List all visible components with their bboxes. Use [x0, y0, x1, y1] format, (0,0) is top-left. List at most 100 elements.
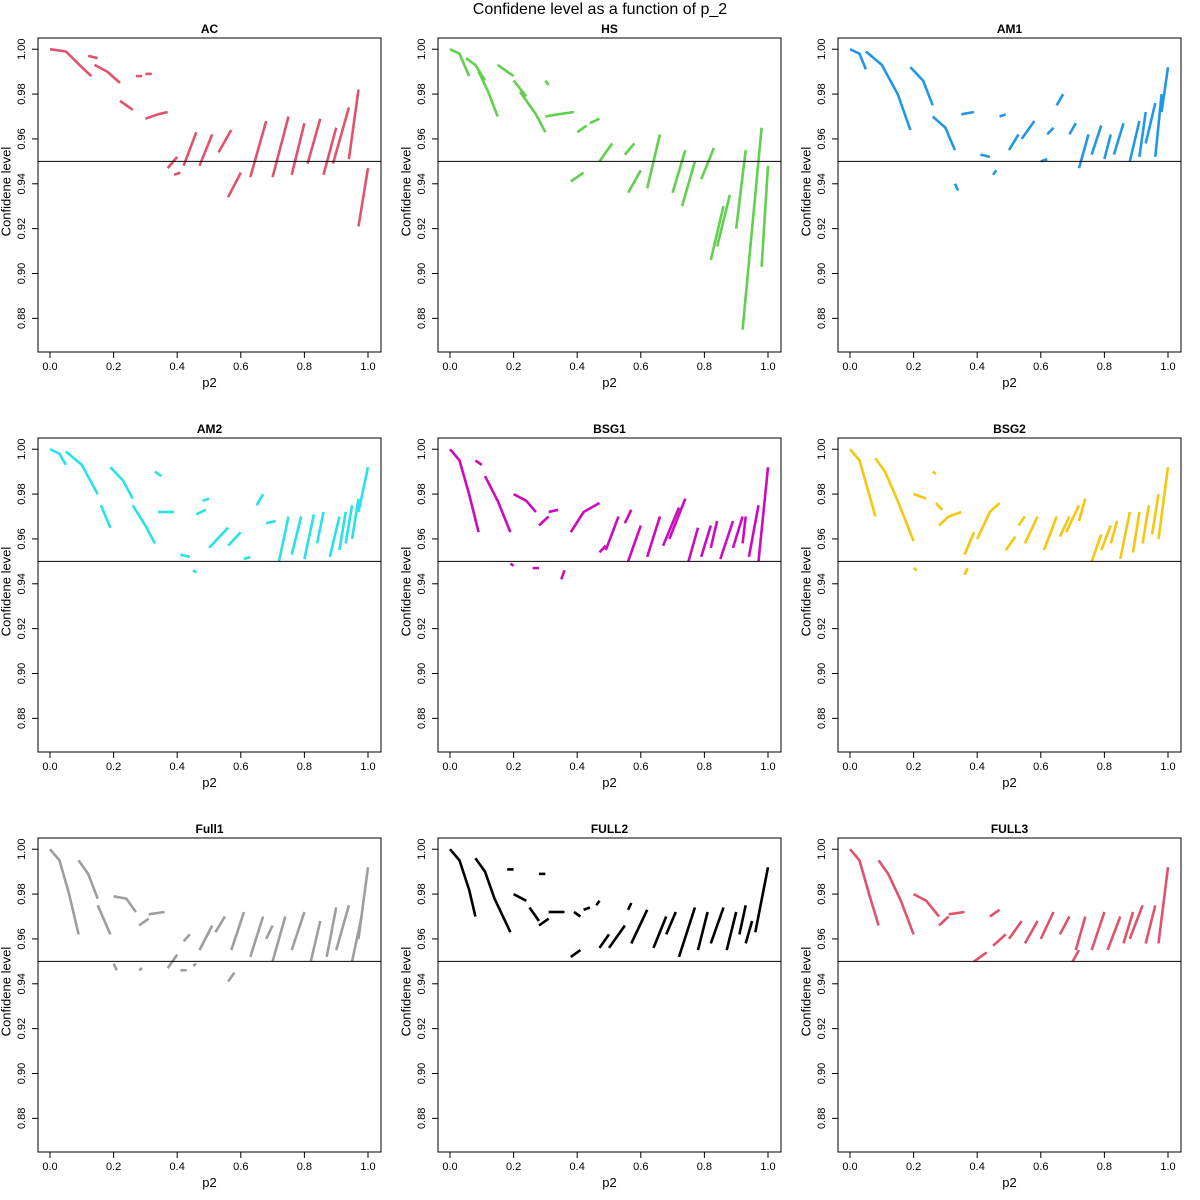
- y-tick-label: 0.88: [816, 308, 828, 329]
- data-segment: [208, 526, 230, 549]
- data-segment: [255, 493, 265, 506]
- x-tick-label: 0.2: [506, 361, 521, 373]
- chart-panel-hs: 0.0 0.2 0.4 0.6 0.8 1.0 0.88 0.90 0.92 0.94 0.96 0.…: [399, 0, 800, 400]
- data-segment: [265, 519, 277, 525]
- y-tick-label: 0.98: [816, 883, 828, 904]
- y-tick-label: 1.00: [416, 39, 428, 60]
- data-segment: [148, 910, 165, 916]
- y-axis: 0.88 0.90 0.92 0.94 0.96 0.98 1.00: [416, 39, 439, 329]
- data-segment: [1071, 949, 1081, 963]
- data-segment: [449, 48, 471, 77]
- y-tick-label: 0.90: [816, 1063, 828, 1084]
- x-tick-label: 0.0: [842, 761, 857, 773]
- data-segment: [630, 909, 649, 944]
- data-segment: [1065, 504, 1081, 533]
- data-segment: [138, 917, 150, 927]
- y-axis: 0.88 0.90 0.92 0.94 0.96 0.98 1.00: [16, 839, 39, 1129]
- y-tick-label: 0.96: [816, 128, 828, 149]
- data-segment: [1122, 911, 1135, 944]
- data-segment: [661, 507, 681, 547]
- data-segment: [1090, 125, 1103, 156]
- y-tick-label: 0.88: [416, 1108, 428, 1129]
- data-segment: [973, 951, 988, 963]
- x-tick-label: 0.8: [697, 1161, 712, 1173]
- data-segment: [849, 48, 868, 70]
- data-segment: [595, 900, 601, 907]
- data-segment: [652, 916, 668, 949]
- data-segment: [1058, 515, 1071, 538]
- y-tick-label: 0.98: [416, 83, 428, 104]
- data-segment: [931, 115, 957, 151]
- y-axis-label: Confidene level: [0, 946, 14, 1037]
- y-tick-label: 0.92: [816, 1018, 828, 1039]
- panel-title: BSG2: [993, 422, 1026, 436]
- x-tick-label: 0.4: [570, 361, 585, 373]
- data-segment: [271, 116, 290, 178]
- data-segment: [548, 508, 559, 514]
- data-segment: [604, 516, 620, 551]
- data-segment: [166, 156, 179, 169]
- x-axis-label: p2: [202, 375, 217, 390]
- data-segment: [512, 492, 537, 513]
- x-axis-label: p2: [1002, 1175, 1017, 1190]
- data-segment: [309, 920, 322, 962]
- y-tick-label: 0.98: [816, 83, 828, 104]
- data-segment: [963, 567, 969, 576]
- x-tick-label: 0.8: [1097, 761, 1112, 773]
- data-segment: [734, 149, 747, 229]
- data-segment: [144, 110, 169, 120]
- y-tick-label: 0.94: [16, 173, 28, 194]
- data-segment: [49, 848, 80, 935]
- x-tick-label: 0.8: [697, 361, 712, 373]
- x-tick-label: 1.0: [360, 1161, 375, 1173]
- data-segment: [1046, 126, 1055, 136]
- x-axis-label: p2: [202, 775, 217, 790]
- data-segment: [699, 147, 716, 180]
- y-axis: 0.88 0.90 0.92 0.94 0.96 0.98 1.00: [816, 39, 839, 329]
- plot-frame: [37, 437, 382, 753]
- x-tick-label: 0.0: [442, 1161, 457, 1173]
- x-tick-label: 0.2: [506, 761, 521, 773]
- data-segment: [131, 504, 157, 545]
- data-segment: [938, 515, 950, 527]
- data-segment: [687, 527, 700, 562]
- data-segment: [583, 906, 591, 912]
- y-axis-label: Confidene level: [798, 546, 814, 637]
- data-segment: [1144, 904, 1157, 944]
- y-tick-label: 0.90: [816, 663, 828, 684]
- data-segment: [1068, 122, 1077, 136]
- data-segment: [626, 525, 643, 562]
- data-segment: [474, 857, 512, 933]
- data-segment: [265, 924, 274, 940]
- series-points: [449, 448, 770, 580]
- data-segment: [93, 63, 121, 84]
- plot-svg: 0.0 0.2 0.4 0.6 0.8 1.00.880.900.920.940.960.…: [816, 37, 1182, 373]
- data-segment: [449, 848, 477, 917]
- panel-title: AM1: [996, 22, 1023, 36]
- x-tick-label: 0.0: [42, 1161, 57, 1173]
- data-segment: [483, 475, 512, 533]
- data-segment: [1150, 493, 1160, 535]
- data-segment: [109, 466, 134, 500]
- data-segment: [214, 915, 227, 933]
- data-segment: [1020, 120, 1036, 140]
- data-segment: [938, 915, 950, 927]
- data-segment: [227, 531, 242, 547]
- plot-svg: 0.0 0.2 0.4 0.6 0.8 1.00.880.900.920.940.960.…: [816, 837, 1182, 1173]
- x-axis-label: p2: [1002, 375, 1017, 390]
- y-tick-label: 0.90: [16, 1063, 28, 1084]
- data-segment: [518, 91, 547, 133]
- chart-panel-bsg2: 0.0 0.2 0.4 0.6 0.8 1.0 0.88 0.90 0.92 0.94 0.96 0.…: [798, 400, 1200, 800]
- data-segment: [315, 511, 325, 544]
- data-segment: [626, 902, 633, 911]
- y-tick-label: 0.90: [16, 263, 28, 284]
- data-segment: [357, 466, 370, 513]
- y-tick-label: 0.96: [416, 928, 428, 949]
- data-segment: [198, 924, 214, 951]
- data-segment: [953, 183, 960, 192]
- data-segment: [249, 120, 268, 178]
- data-segment: [607, 924, 626, 949]
- data-segment: [271, 916, 287, 962]
- data-segment: [909, 66, 934, 106]
- data-segment: [709, 205, 725, 261]
